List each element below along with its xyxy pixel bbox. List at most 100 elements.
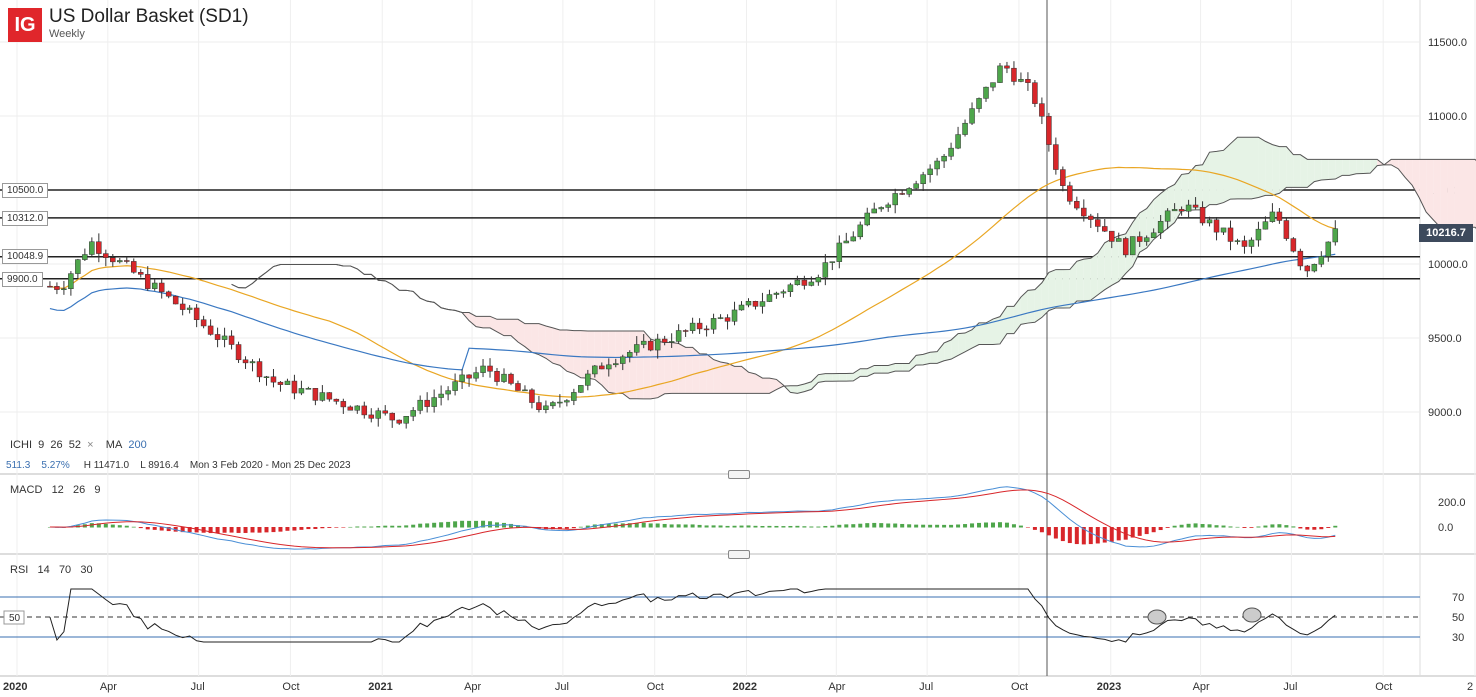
stat-change-pct: 5.27%	[41, 460, 70, 471]
macd-histogram-bar	[1284, 525, 1289, 528]
time-tick-label: Jul	[1283, 681, 1297, 693]
price-tick-label: 11000.0	[1428, 111, 1467, 123]
candle-body	[780, 291, 787, 294]
ichimoku-cloud-segment	[790, 385, 798, 394]
macd-legend[interactable]: MACD 12 26 9	[10, 484, 101, 496]
ichimoku-cloud-segment	[685, 347, 693, 394]
macd-histogram-bar	[634, 522, 639, 528]
ichimoku-cloud-segment	[888, 363, 896, 374]
macd-histogram-bar	[683, 524, 688, 528]
ichimoku-cloud-segment	[510, 319, 518, 343]
ichimoku-cloud-segment	[972, 322, 980, 349]
macd-histogram-bar	[1263, 525, 1268, 528]
ichimoku-cloud-segment	[552, 327, 560, 366]
candle-body	[382, 410, 388, 414]
candle-body	[368, 414, 375, 419]
ichimoku-cloud-segment	[839, 373, 847, 382]
macd-histogram-bar	[215, 527, 220, 534]
candle-body	[1248, 239, 1255, 247]
chart-timeframe: Weekly	[49, 28, 85, 40]
candle-body	[417, 399, 423, 411]
macd-histogram-bar	[1179, 524, 1184, 528]
candle-body	[403, 416, 409, 424]
candle-body	[1213, 219, 1220, 233]
candle-body	[1178, 209, 1185, 212]
close-icon[interactable]: ×	[87, 439, 94, 451]
level-tag-10312[interactable]: 10312.0	[2, 211, 49, 226]
ichimoku-cloud-segment	[1034, 282, 1042, 323]
level-tag-9900[interactable]: 9900.0	[2, 272, 43, 287]
candle-body	[633, 344, 640, 353]
macd-histogram-bar	[956, 524, 961, 528]
level-tag-10500[interactable]: 10500.0	[2, 183, 49, 198]
macd-histogram-bar	[963, 524, 968, 528]
candle-body	[389, 412, 395, 421]
macd-histogram-bar	[236, 527, 241, 533]
candle-body	[117, 260, 123, 263]
macd-histogram-bar	[851, 524, 856, 528]
ichimoku-cloud-segment	[811, 374, 819, 390]
ichimoku-cloud-segment	[1090, 253, 1098, 301]
macd-histogram-bar	[1242, 527, 1247, 528]
rsi-legend[interactable]: RSI 14 70 30	[10, 564, 93, 576]
ichimoku-cloud-segment	[1125, 222, 1133, 274]
macd-histogram-bar	[1137, 527, 1142, 536]
candle-body	[305, 388, 312, 390]
time-tick-label: Oct	[282, 681, 299, 693]
macd-histogram-bar	[669, 524, 674, 528]
macd-histogram-bar	[725, 525, 730, 528]
ichimoku-cloud-segment	[1139, 208, 1147, 253]
macd-histogram-bar	[1032, 527, 1037, 530]
ichimoku-cloud-segment	[1055, 269, 1063, 308]
candle-body	[752, 301, 759, 307]
macd-histogram-bar	[515, 525, 520, 528]
time-tick-label: 2021	[368, 681, 392, 693]
candle-body	[829, 261, 836, 263]
candle-body	[696, 322, 703, 330]
ichimoku-cloud-segment	[1209, 151, 1217, 205]
candle-body	[445, 390, 451, 395]
pane-resize-handle-macd[interactable]	[728, 470, 750, 479]
candle-body	[480, 365, 486, 373]
macd-histogram-bar	[383, 525, 388, 528]
ichimoku-cloud-segment	[755, 373, 763, 394]
candle-body	[550, 402, 556, 407]
ichimoku-cloud-segment	[497, 319, 504, 336]
ichimoku-cloud-segment	[1076, 259, 1084, 302]
macd-histogram-bar	[369, 526, 374, 528]
candle-body	[564, 400, 570, 403]
candle-body	[61, 288, 67, 291]
level-tag-10048[interactable]: 10048.9	[2, 249, 49, 264]
macd-histogram-bar	[222, 527, 227, 533]
ichimoku-legend[interactable]: ICHI 9 26 52 × MA 200	[10, 439, 147, 451]
macd-histogram-bar	[110, 524, 115, 528]
ma200-line	[49, 253, 1336, 371]
macd-histogram-bar	[1214, 525, 1219, 528]
time-tick-label: Oct	[1011, 681, 1028, 693]
ichimoku-cloud-segment	[937, 342, 945, 364]
macd-histogram-bar	[564, 527, 569, 529]
macd-histogram-bar	[1256, 526, 1261, 528]
candle-body	[1053, 144, 1059, 170]
candle-body	[1095, 219, 1101, 227]
candle-body	[724, 317, 731, 322]
ichimoku-cloud-segment	[1188, 165, 1196, 211]
ichimoku-cloud-segment	[986, 319, 993, 345]
candle-body	[1046, 116, 1052, 145]
pane-resize-handle-rsi[interactable]	[728, 550, 750, 559]
candle-body	[787, 284, 794, 292]
macd-histogram-bar	[557, 527, 562, 530]
ichimoku-cloud-segment	[713, 359, 721, 394]
macd-histogram-bar	[809, 526, 814, 528]
ichimoku-cloud-segment	[895, 363, 903, 372]
macd-histogram-bar	[711, 525, 716, 528]
macd-histogram-bar	[460, 520, 465, 528]
macd-histogram-bar	[341, 527, 346, 528]
candle-body	[620, 356, 626, 364]
macd-histogram-bar	[795, 525, 800, 528]
ichimoku-cloud-segment	[608, 330, 616, 394]
candle-body	[47, 285, 53, 288]
macd-histogram-bar	[1305, 527, 1310, 530]
macd-histogram-bar	[858, 523, 863, 528]
